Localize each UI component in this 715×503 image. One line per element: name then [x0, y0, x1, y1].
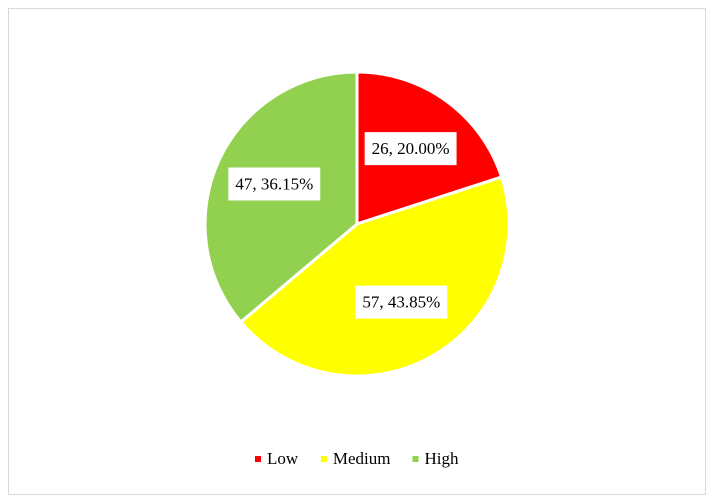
data-label-box [355, 285, 448, 319]
legend-label: High [424, 449, 459, 468]
pie-slice [238, 175, 511, 378]
data-label: 57, 43.85% [355, 285, 448, 319]
data-label-box [364, 132, 457, 166]
legend-label: Low [267, 449, 299, 468]
legend-label: Medium [333, 449, 391, 468]
data-label: 26, 20.00% [364, 132, 457, 166]
data-label-text: 57, 43.85% [362, 293, 440, 312]
legend-item: High [412, 449, 459, 468]
legend-item: Low [255, 449, 299, 468]
data-label-text: 26, 20.00% [372, 139, 450, 158]
legend-item: Medium [320, 449, 391, 468]
legend-marker [320, 456, 327, 462]
data-label: 47, 36.15% [228, 167, 321, 201]
legend-marker [255, 456, 262, 462]
data-label-text: 47, 36.15% [235, 174, 313, 193]
legend-marker [412, 456, 419, 462]
data-label-box [228, 167, 321, 201]
